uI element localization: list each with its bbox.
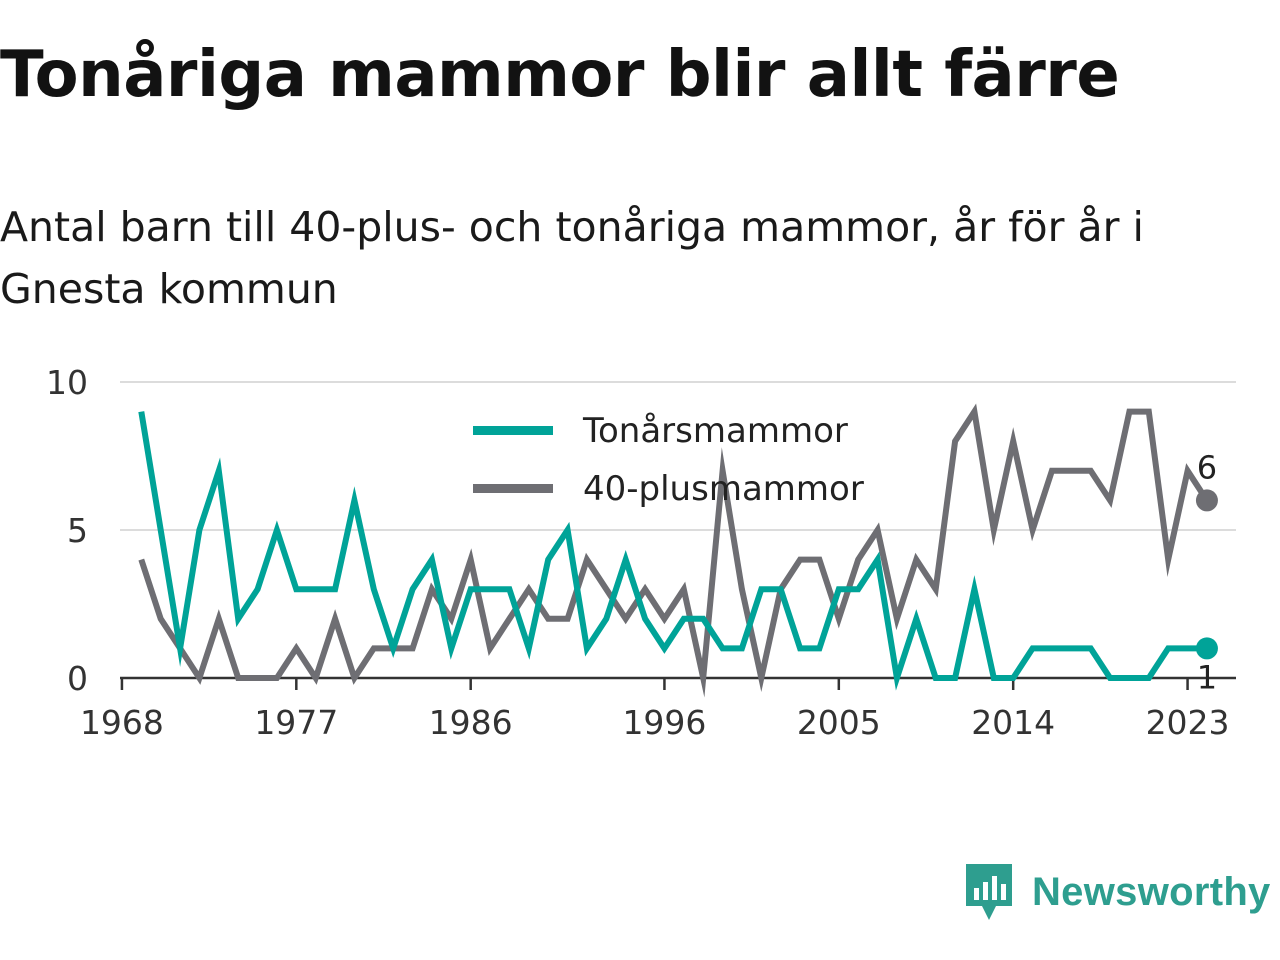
- legend-label: Tonårsmammor: [582, 411, 848, 451]
- x-tick-label: 2005: [797, 703, 881, 742]
- x-tick-label: 1968: [80, 703, 164, 742]
- end-value-label: 1: [1197, 658, 1217, 696]
- brand: Newsworthy: [962, 860, 1271, 924]
- end-point-marker: [1195, 489, 1218, 512]
- series-lines: [138, 403, 1210, 698]
- x-tick-label: 1986: [429, 703, 513, 742]
- brand-name: Newsworthy: [1032, 869, 1271, 914]
- series-line-tonarsmammor: [138, 411, 1207, 691]
- legend-label: 40-plusmammor: [583, 469, 864, 509]
- end-value-label: 6: [1197, 448, 1217, 486]
- x-tick-label: 1977: [254, 703, 338, 742]
- legend: Tonårsmammor 40-plusmammor: [473, 411, 864, 509]
- newsworthy-logo-icon: [966, 864, 1012, 920]
- legend-swatch: [473, 484, 553, 493]
- chart-subtitle: Antal barn till 40-plus- och tonåriga ma…: [0, 203, 1144, 313]
- x-tick-label: 1996: [622, 703, 706, 742]
- series-line-40-plusmammor: [138, 403, 1210, 698]
- y-tick-label: 5: [67, 511, 88, 550]
- x-tick-label: 2023: [1146, 703, 1230, 742]
- legend-swatch: [473, 426, 553, 435]
- end-point-marker: [1195, 637, 1218, 660]
- y-tick-label: 10: [46, 363, 88, 402]
- x-tick-label: 2014: [971, 703, 1055, 742]
- x-axis: 1968 1977 1986 1996 2005 2014 2023: [80, 676, 1236, 742]
- chart-title: Tonåriga mammor blir allt färre: [0, 38, 1120, 112]
- grid-lines: [120, 381, 1236, 531]
- y-tick-label: 0: [67, 659, 88, 698]
- y-axis-ticks: 0 5 10: [46, 363, 88, 698]
- end-markers: 61: [1195, 448, 1218, 696]
